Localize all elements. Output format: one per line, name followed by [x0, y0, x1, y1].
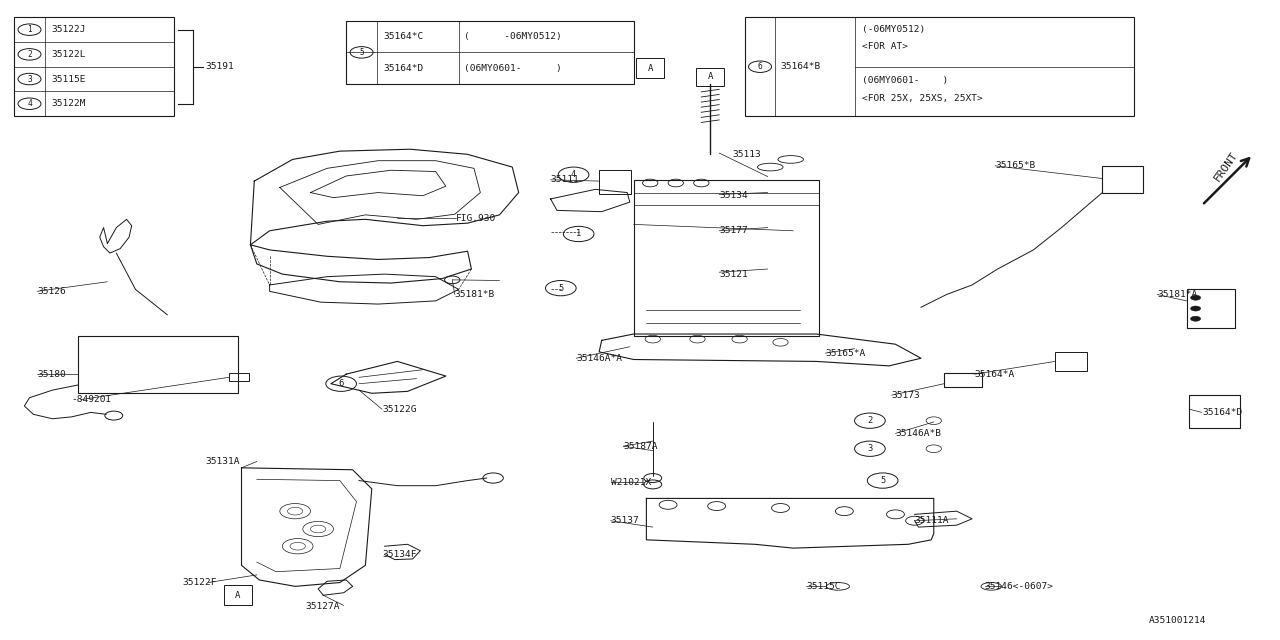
Text: 3: 3 [27, 74, 32, 84]
Bar [599, 170, 631, 194]
Text: 6: 6 [338, 380, 344, 388]
Text: 35111: 35111 [550, 175, 580, 184]
Text: A351001214: A351001214 [1148, 616, 1206, 625]
Text: 35173: 35173 [892, 390, 920, 400]
Text: 35126: 35126 [37, 287, 65, 296]
Text: <FOR 25X, 25XS, 25XT>: <FOR 25X, 25XS, 25XT> [863, 94, 983, 103]
Bar [1187, 289, 1235, 328]
Text: A: A [236, 591, 241, 600]
Circle shape [1190, 316, 1201, 321]
Text: (06MY0601-      ): (06MY0601- ) [463, 64, 562, 73]
Bar [1102, 166, 1143, 193]
Circle shape [1190, 295, 1201, 300]
Text: 35115C: 35115C [806, 582, 841, 591]
Text: 35121: 35121 [719, 269, 748, 278]
Text: 35191: 35191 [206, 62, 234, 71]
Text: 35131A: 35131A [206, 457, 241, 466]
Text: 35122L: 35122L [51, 50, 86, 59]
Text: 35164*B: 35164*B [781, 62, 820, 71]
Bar [224, 585, 252, 605]
Text: 35165*A: 35165*A [826, 349, 865, 358]
Text: 35146A*A: 35146A*A [576, 354, 622, 363]
Text: FRONT: FRONT [1212, 150, 1240, 183]
Text: (06MY0601-    ): (06MY0601- ) [863, 76, 948, 85]
Text: 35164*D: 35164*D [383, 64, 424, 73]
Text: A: A [708, 72, 713, 81]
Text: 35122F: 35122F [183, 578, 218, 587]
Bar [346, 20, 634, 84]
Bar [696, 68, 724, 86]
Text: 3: 3 [868, 444, 873, 453]
Text: 35127A: 35127A [306, 602, 340, 611]
Text: 2: 2 [27, 50, 32, 59]
Text: 6: 6 [758, 62, 763, 71]
Text: 4: 4 [27, 99, 32, 108]
Text: A: A [648, 64, 653, 73]
Text: 5: 5 [360, 48, 364, 57]
Text: 1: 1 [27, 25, 32, 34]
Text: 35134: 35134 [719, 191, 748, 200]
Text: 35113: 35113 [732, 150, 760, 159]
Bar [634, 180, 819, 336]
Text: 35165*B: 35165*B [995, 161, 1036, 170]
Text: 35146<-0607>: 35146<-0607> [984, 582, 1053, 591]
Text: 35122M: 35122M [51, 99, 86, 108]
Text: FIG.930: FIG.930 [456, 214, 497, 223]
Text: 35137: 35137 [611, 516, 640, 525]
Bar [745, 17, 1134, 116]
Text: 5: 5 [558, 284, 563, 292]
Text: 35181*A: 35181*A [1157, 290, 1198, 299]
Text: 35181*B: 35181*B [454, 290, 495, 299]
Text: 35180: 35180 [37, 370, 65, 379]
Text: 4: 4 [571, 170, 576, 179]
Text: -84920I: -84920I [72, 395, 111, 404]
Text: 35164*D: 35164*D [1202, 408, 1242, 417]
Text: (      -06MY0512): ( -06MY0512) [463, 32, 562, 41]
Text: 5: 5 [881, 476, 886, 485]
Text: 35115E: 35115E [51, 74, 86, 84]
Bar [636, 58, 664, 79]
Text: 35111A: 35111A [915, 516, 948, 525]
Text: 35164*A: 35164*A [974, 370, 1015, 379]
Text: 35122G: 35122G [381, 404, 416, 413]
Text: 2: 2 [868, 416, 873, 425]
Text: W21021X: W21021X [611, 478, 650, 487]
Bar [229, 373, 250, 381]
Circle shape [1190, 306, 1201, 311]
Text: 35187A: 35187A [623, 442, 658, 451]
Bar [14, 17, 174, 116]
Text: 35122J: 35122J [51, 25, 86, 34]
Bar [78, 336, 238, 394]
Text: (-06MY0512): (-06MY0512) [863, 25, 925, 34]
Bar [1189, 395, 1240, 428]
Text: 35134F: 35134F [381, 550, 416, 559]
Text: 35146A*B: 35146A*B [896, 429, 942, 438]
Text: <FOR AT>: <FOR AT> [863, 42, 909, 51]
Text: 1: 1 [576, 230, 581, 239]
Text: 35177: 35177 [719, 227, 748, 236]
Text: 35164*C: 35164*C [383, 32, 424, 41]
